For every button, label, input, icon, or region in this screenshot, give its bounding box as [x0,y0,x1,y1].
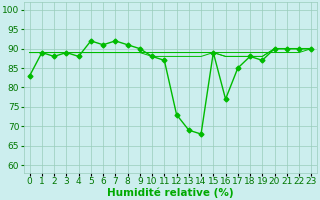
X-axis label: Humidité relative (%): Humidité relative (%) [107,187,234,198]
